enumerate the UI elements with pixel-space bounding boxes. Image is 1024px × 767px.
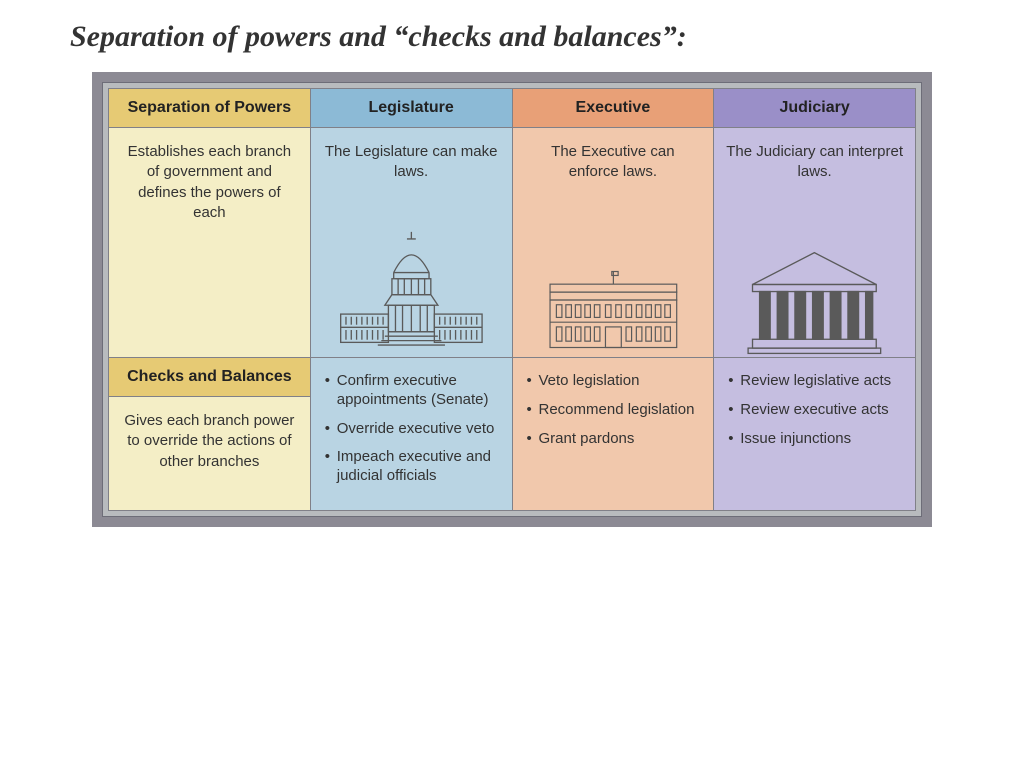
list-item: Review legislative acts [728,372,901,391]
list-item: Review executive acts [728,401,901,420]
whitehouse-icon [525,262,702,357]
powers-table: Separation of Powers Establishes each br… [108,88,916,511]
chart-inner-frame: Separation of Powers Establishes each br… [102,82,922,517]
separation-description: Establishes each branch of government an… [109,128,310,358]
judiciary-checks: Review legislative acts Review executive… [714,358,915,510]
list-item: Veto legislation [527,372,700,391]
column-judiciary: Judiciary The Judiciary can interpret la… [714,89,915,510]
executive-separation: The Executive can enforce laws. [513,128,714,358]
list-item: Impeach executive and judicial officials [325,448,498,486]
checks-description: Gives each branch power to override the … [109,397,310,510]
header-legislature: Legislature [311,89,512,128]
list-item: Override executive veto [325,420,498,439]
header-judiciary: Judiciary [714,89,915,128]
legislature-checks: Confirm executive appointments (Senate) … [311,358,512,510]
header-separation-of-powers: Separation of Powers [109,89,310,128]
list-item: Grant pardons [527,430,700,449]
list-item: Confirm executive appointments (Senate) [325,372,498,410]
legislature-separation: The Legislature can make laws. [311,128,512,358]
capitol-icon [323,227,500,357]
header-executive: Executive [513,89,714,128]
header-checks-and-balances: Checks and Balances [109,358,310,397]
list-item: Issue injunctions [728,430,901,449]
list-item: Recommend legislation [527,401,700,420]
column-rowlabels: Separation of Powers Establishes each br… [109,89,311,510]
executive-checks: Veto legislation Recommend legislation G… [513,358,714,510]
judiciary-separation: The Judiciary can interpret laws. [714,128,915,358]
column-legislature: Legislature The Legislature can make law… [311,89,513,510]
column-executive: Executive The Executive can enforce laws… [513,89,715,510]
courthouse-icon [726,242,903,357]
page-title: Separation of powers and “checks and bal… [0,0,1024,54]
chart-outer-frame: Separation of Powers Establishes each br… [92,72,932,527]
